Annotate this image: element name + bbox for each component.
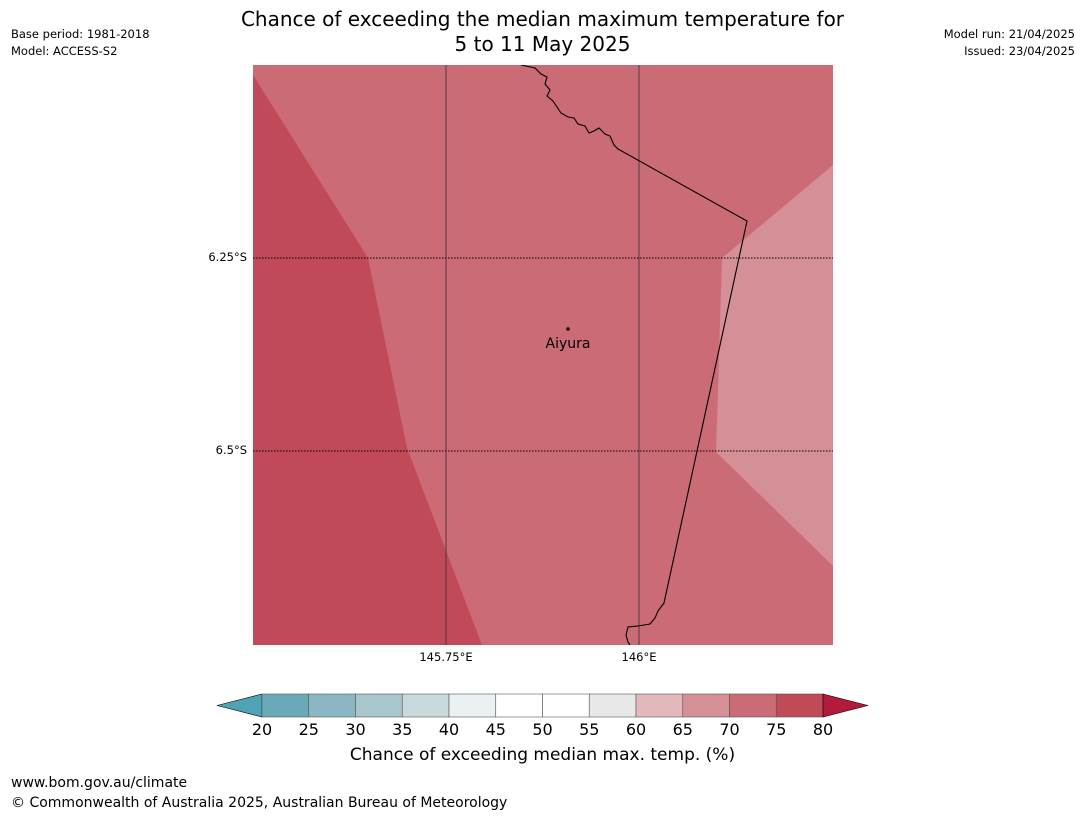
map-title: Chance of exceeding the median maximum t… bbox=[0, 7, 1085, 57]
colorbar-tick-label: 80 bbox=[812, 720, 834, 739]
lat-label-6-5: 6.5°S bbox=[215, 443, 247, 457]
title-line-2: 5 to 11 May 2025 bbox=[454, 32, 631, 56]
colorbar-tick-label: 70 bbox=[719, 720, 740, 739]
colorbar-bin bbox=[261, 693, 310, 718]
colorbar-tick-label: 20 bbox=[251, 720, 273, 739]
colorbar-bin bbox=[401, 693, 450, 718]
colorbar-bin bbox=[308, 693, 356, 718]
model-name: Model: ACCESS-S2 bbox=[11, 44, 118, 58]
lat-label-6-25: 6.25°S bbox=[208, 250, 247, 264]
colorbar-tick-label: 75 bbox=[766, 720, 787, 739]
model-run: Model run: 21/04/2025 bbox=[943, 27, 1075, 41]
lon-label-146: 146°E bbox=[621, 650, 657, 664]
colorbar-under-arrow bbox=[216, 693, 263, 718]
title-line-1: Chance of exceeding the median maximum t… bbox=[240, 7, 845, 31]
region-75-80 bbox=[253, 65, 482, 645]
colorbar-tick-label: 30 bbox=[345, 720, 366, 739]
colorbar-tick-label: 40 bbox=[438, 720, 460, 739]
place-marker bbox=[566, 327, 570, 331]
colorbar-tick-label: 50 bbox=[532, 720, 553, 739]
colorbar-label: Chance of exceeding median max. temp. (%… bbox=[349, 745, 736, 765]
colorbar-bin bbox=[495, 693, 543, 718]
colorbar-tick-label: 45 bbox=[485, 720, 506, 739]
colorbar-bin bbox=[729, 693, 777, 718]
colorbar-tick-label: 35 bbox=[392, 720, 413, 739]
colorbar-tick-label: 55 bbox=[579, 720, 600, 739]
colorbar bbox=[216, 693, 869, 718]
province-border bbox=[520, 65, 748, 645]
colorbar-bin bbox=[542, 693, 590, 718]
footer-copyright: © Commonwealth of Australia 2025, Austra… bbox=[11, 795, 508, 811]
colorbar-tick-label: 60 bbox=[625, 720, 647, 739]
issued-date: Issued: 23/04/2025 bbox=[964, 44, 1075, 58]
metadata-left: Base period: 1981-2018 Model: ACCESS-S2 bbox=[11, 26, 150, 60]
colorbar-bin bbox=[635, 693, 684, 718]
colorbar-bin bbox=[682, 693, 730, 718]
base-period: Base period: 1981-2018 bbox=[11, 27, 150, 41]
colorbar-bin bbox=[775, 693, 824, 718]
lon-label-145-75: 145.75°E bbox=[419, 650, 473, 664]
footer-url[interactable]: www.bom.gov.au/climate bbox=[11, 775, 188, 791]
colorbar-tick-label: 65 bbox=[672, 720, 693, 739]
colorbar-bin bbox=[448, 693, 497, 718]
colorbar-over-arrow bbox=[822, 693, 869, 718]
colorbar-bin bbox=[355, 693, 403, 718]
colorbar-tick-label: 25 bbox=[298, 720, 319, 739]
region-65-70 bbox=[716, 165, 833, 566]
metadata-right: Model run: 21/04/2025 Issued: 23/04/2025 bbox=[944, 26, 1075, 60]
place-label: Aiyura bbox=[545, 336, 591, 352]
colorbar-bin bbox=[588, 693, 637, 718]
